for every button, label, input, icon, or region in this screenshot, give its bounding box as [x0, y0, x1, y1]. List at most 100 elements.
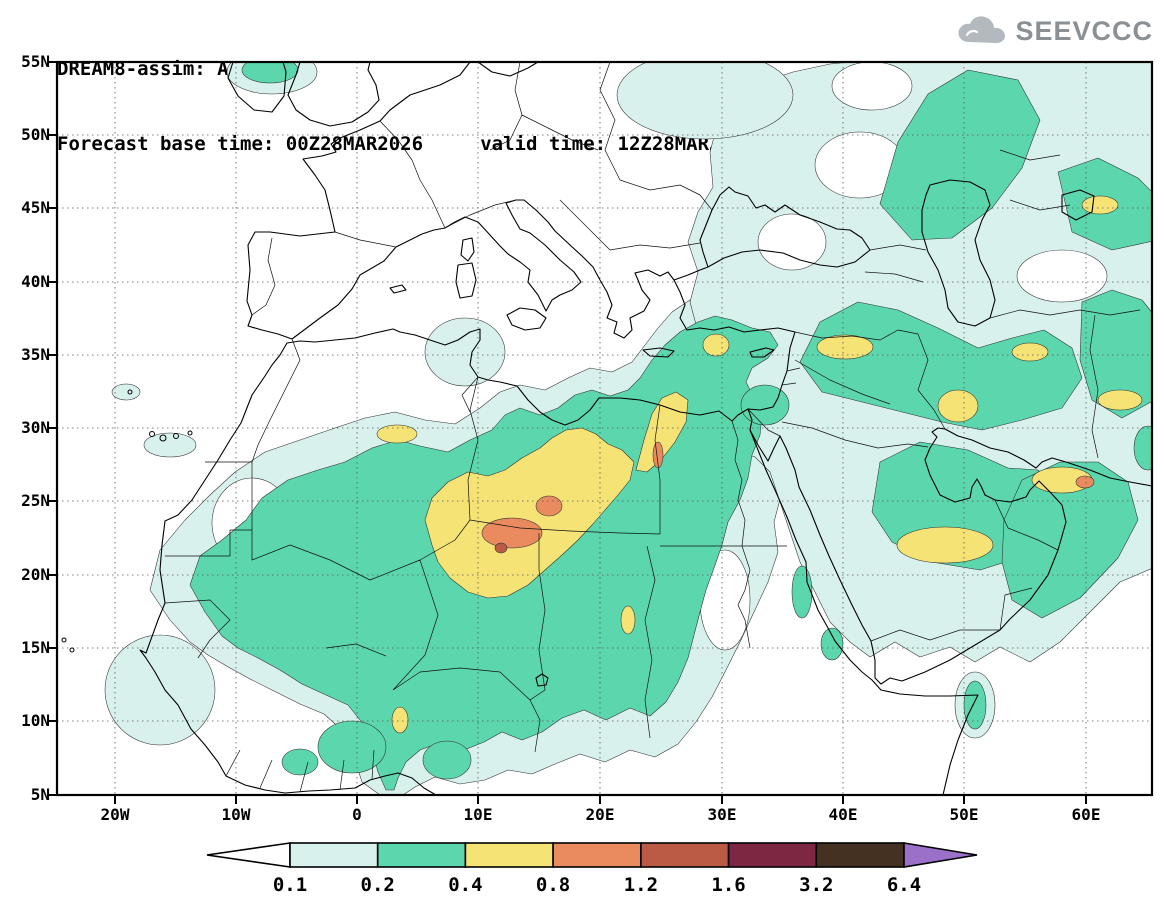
aot-region	[1011, 342, 1049, 362]
island-sicily	[506, 307, 547, 331]
colorbar-segment-0.1-0.2	[289, 842, 379, 868]
aot-region	[1081, 195, 1119, 215]
lat-tick-label: 5N	[31, 785, 50, 804]
aot-region	[317, 720, 387, 774]
cloud-icon	[958, 16, 1006, 43]
island-corsica	[460, 237, 475, 262]
lon-tick-label: 10E	[464, 805, 493, 824]
aot-region	[652, 441, 664, 469]
aot-region	[111, 383, 141, 401]
colorbar-segment-1.6-3.2	[727, 842, 818, 868]
aot-gap	[831, 62, 913, 111]
plot-header: DREAM8-assim: AOT Forecast base time: 00…	[57, 7, 823, 182]
island-dot	[69, 647, 75, 653]
aot-region	[494, 542, 508, 554]
colorbar-segment-3.2-6.4	[815, 842, 905, 868]
lon-tick-label: 10W	[222, 805, 251, 824]
lat-tick-label: 55N	[21, 52, 50, 71]
colorbar-label: 0.1	[273, 874, 307, 896]
colorbar-segment-0.2-0.4	[376, 842, 467, 868]
aot-level-0.2-layer	[189, 62, 1152, 791]
lon-tick-label: 0	[352, 805, 362, 824]
aot-region	[963, 680, 987, 730]
logo-text: SEEVCCC	[1015, 15, 1153, 46]
aot-region	[1001, 461, 1139, 619]
aot-region	[820, 627, 844, 661]
aot-level-0.4-layer	[376, 195, 1143, 734]
aot-region	[281, 748, 319, 776]
aot-level-1.2-layer	[494, 542, 508, 554]
colorbar-label: 0.4	[448, 874, 482, 896]
nile-river	[731, 420, 751, 649]
colorbar-label: 1.6	[711, 874, 745, 896]
lat-tick-label: 10N	[21, 711, 50, 730]
colorbar-segment-0.8-1.2	[552, 842, 642, 868]
aot-gap	[757, 213, 827, 271]
coastline-anatolia-africa	[139, 279, 796, 795]
lat-tick-label: 25N	[21, 491, 50, 510]
island-dot	[159, 434, 167, 442]
aral-sea	[1061, 189, 1095, 221]
graticule	[57, 62, 1152, 795]
aot-region	[422, 740, 472, 780]
aot-region	[937, 389, 979, 423]
seevccc-logo: SEEVCCC	[955, 13, 1153, 49]
aot-region	[816, 334, 874, 360]
lake-chad	[535, 673, 549, 687]
lon-tick-label: 60E	[1072, 805, 1101, 824]
aot-region	[1133, 425, 1152, 471]
aot-region	[799, 301, 1083, 431]
coastline-baltic	[477, 62, 539, 77]
island-crete	[642, 347, 675, 358]
coastlines	[61, 62, 1152, 795]
lon-tick-label: 40E	[829, 805, 858, 824]
aot-region	[896, 526, 994, 564]
island-sardinia	[455, 262, 477, 299]
colorbar-label: 0.8	[536, 874, 570, 896]
small-islands	[61, 389, 193, 653]
aot-region	[791, 565, 813, 619]
island-dot	[187, 430, 193, 436]
aot-region	[143, 432, 197, 458]
aot-region	[535, 495, 563, 517]
coastline-europe-blacksea	[246, 62, 871, 340]
aot-region	[391, 706, 409, 734]
coastline-redsea-somalia	[749, 429, 979, 795]
coastline-england	[287, 62, 380, 127]
island-dot	[127, 389, 133, 395]
aot-gap	[1016, 249, 1108, 303]
island-balearic	[389, 284, 407, 294]
coastline-ireland	[227, 62, 287, 113]
lat-tick-label: 40N	[21, 272, 50, 291]
lat-tick-label: 20N	[21, 565, 50, 584]
lat-tick-label: 30N	[21, 418, 50, 437]
aot-region	[879, 69, 1041, 241]
island-cyprus	[749, 347, 775, 358]
colorbar	[206, 842, 978, 868]
lon-tick-label: 20W	[101, 805, 130, 824]
island-dot	[149, 431, 155, 437]
aot-region	[481, 517, 543, 549]
lat-tick-label: 15N	[21, 638, 50, 657]
colorbar-overflow-arrow	[903, 842, 978, 868]
lat-tick-label: 35N	[21, 345, 50, 364]
lon-tick-marks	[114, 795, 1087, 804]
colorbar-label: 3.2	[799, 874, 833, 896]
lat-tick-label: 45N	[21, 198, 50, 217]
aot-region	[424, 317, 506, 387]
aot-region	[1075, 475, 1095, 489]
aot-region	[104, 634, 216, 746]
island-dot	[173, 433, 179, 439]
aot-region	[1079, 289, 1152, 419]
colorbar-segment-0.4-0.8	[464, 842, 554, 868]
colorbar-segment-1.2-1.6	[640, 842, 730, 868]
coastline-arabia-gulf	[747, 408, 1152, 685]
lon-tick-label: 20E	[586, 805, 615, 824]
aot-region	[424, 427, 635, 599]
lon-tick-label: 50E	[950, 805, 979, 824]
aot-region	[740, 384, 790, 426]
lon-tick-label: 30E	[708, 805, 737, 824]
page-subtitle: Forecast base time: 00Z28MAR2026 valid t…	[57, 133, 824, 155]
aot-region	[1097, 389, 1143, 411]
